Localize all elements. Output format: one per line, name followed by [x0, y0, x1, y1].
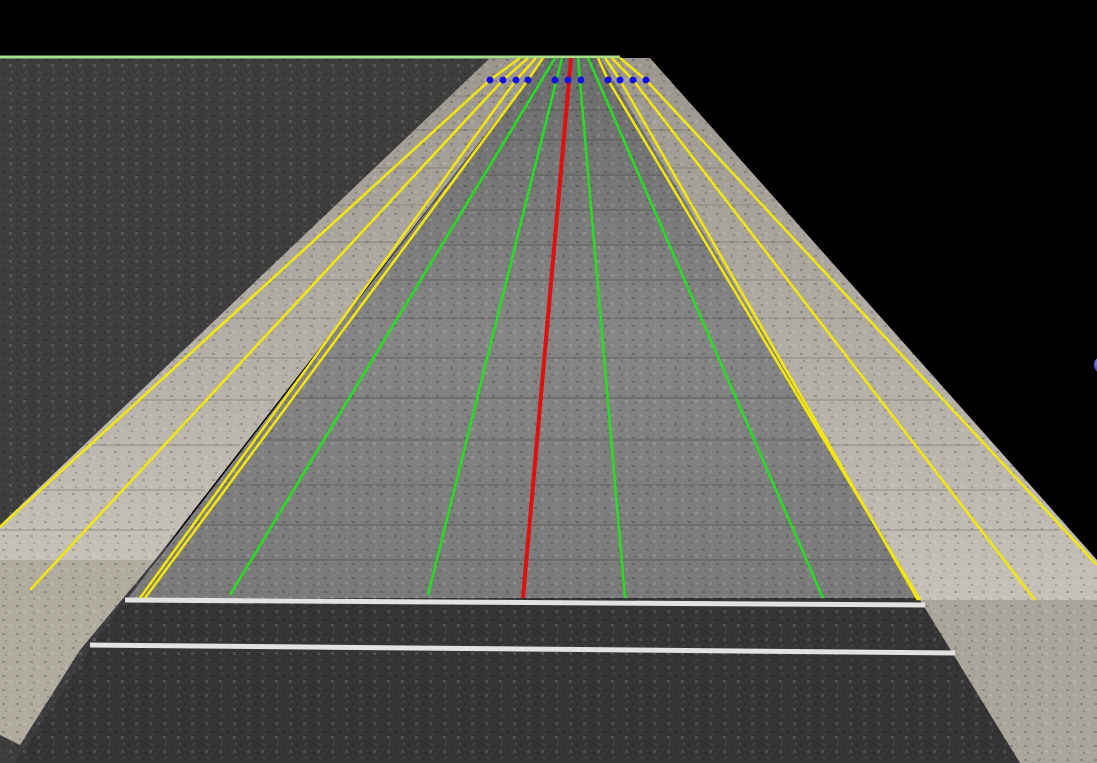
edge-orb-marker[interactable] — [1094, 356, 1097, 374]
crosswalk-line — [89, 642, 956, 656]
boundary-lines — [0, 56, 1097, 601]
sidewalk-right-noise — [600, 58, 1097, 600]
lane-node-marker[interactable] — [629, 76, 637, 84]
lane-node-marker[interactable] — [604, 76, 612, 84]
sidewalk-right-corner-noise — [920, 600, 1097, 763]
lane-lines — [228, 57, 825, 599]
lane-node-marker[interactable] — [486, 76, 494, 84]
lane-nodes — [486, 76, 650, 84]
road-surface-noise — [128, 58, 920, 598]
boundary-inner-left — [29, 79, 504, 591]
boundary-outer-left — [0, 79, 491, 528]
boundary-curb-left-1 — [138, 79, 518, 599]
boundary-curb-right-2 — [618, 79, 920, 601]
lane-node-marker[interactable] — [616, 76, 624, 84]
boundary-outer-right — [645, 79, 1097, 566]
boundary-curb-left-2 — [143, 79, 530, 599]
ground-asphalt-bottom-noise — [15, 598, 1020, 763]
lane-line-right-outer — [586, 57, 825, 599]
sidewalk-left-corner-noise — [0, 560, 155, 745]
lane-line-left-inner — [426, 57, 564, 596]
lane-line-right-inner — [576, 57, 627, 599]
center-line — [521, 57, 573, 599]
lane-node-marker[interactable] — [551, 76, 559, 84]
boundary-inner-right — [632, 79, 1036, 601]
stop-line — [124, 597, 926, 608]
lane-node-marker[interactable] — [512, 76, 520, 84]
sidewalk-left-noise — [0, 58, 545, 560]
lane-node-marker[interactable] — [642, 76, 650, 84]
lane-node-marker[interactable] — [524, 76, 532, 84]
lane-node-marker[interactable] — [499, 76, 507, 84]
lane-line-left-outer — [228, 57, 557, 596]
lane-node-marker[interactable] — [577, 76, 585, 84]
lane-node-marker[interactable] — [564, 76, 572, 84]
